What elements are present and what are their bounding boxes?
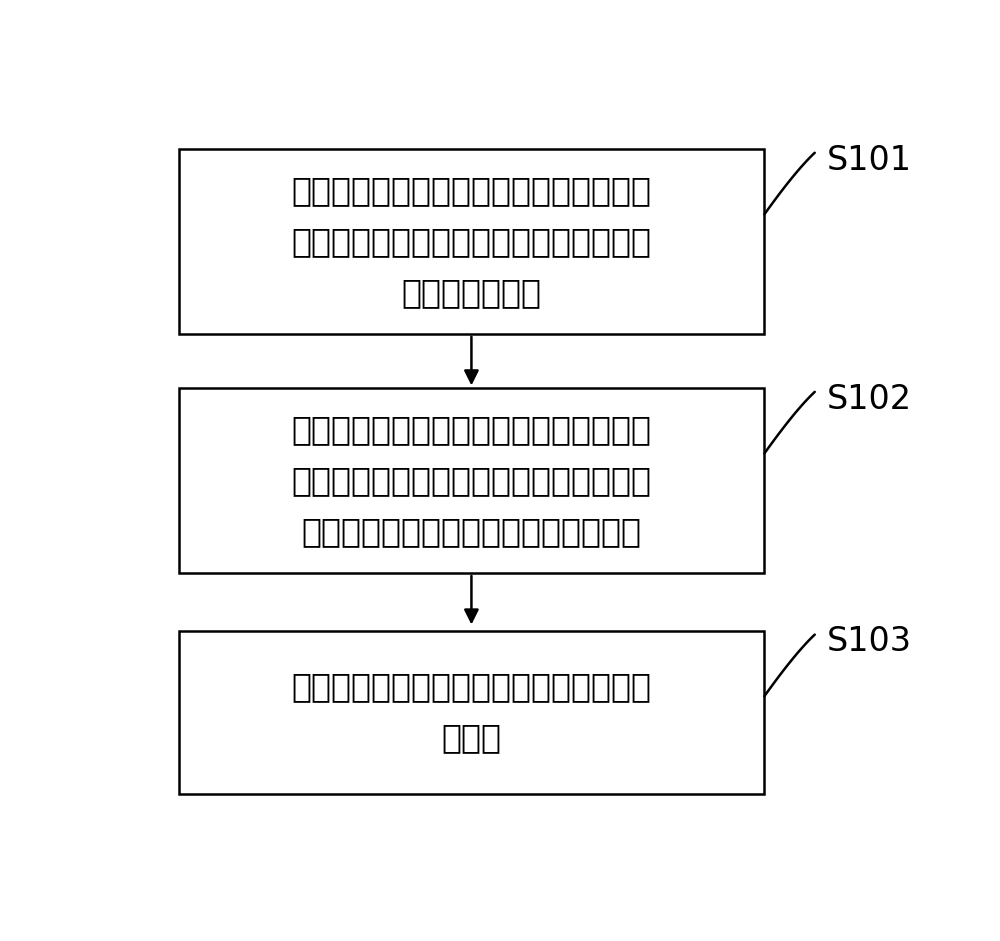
Text: S101: S101 bbox=[826, 144, 911, 177]
Text: 将所述高信噪比数据流在显示器上进行同
步显示: 将所述高信噪比数据流在显示器上进行同 步显示 bbox=[292, 670, 652, 755]
Text: 从三光子显微镜捕获低信噪比图像，将所
述低信噪比图像以连续数据流的方式输入
高性能运算单元: 从三光子显微镜捕获低信噪比图像，将所 述低信噪比图像以连续数据流的方式输入 高性… bbox=[292, 174, 652, 310]
Text: S103: S103 bbox=[826, 626, 911, 659]
Bar bbox=[179, 631, 764, 794]
Bar bbox=[179, 150, 764, 334]
Text: S102: S102 bbox=[826, 383, 912, 416]
Bar bbox=[179, 389, 764, 573]
Text: 通过所述高性能运算单元上部署的预先训
练好的数据增强网络对所述连续数据流进
行处理，得到增强后的高信噪比数据流: 通过所述高性能运算单元上部署的预先训 练好的数据增强网络对所述连续数据流进 行处… bbox=[292, 413, 652, 549]
